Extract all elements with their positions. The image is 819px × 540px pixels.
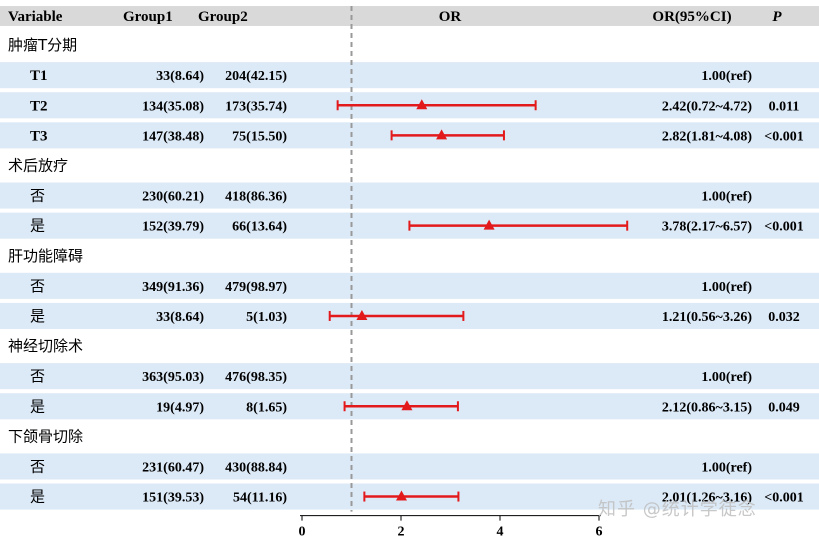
group1-value: 33(8.64) [156, 69, 204, 84]
p-value: <0.001 [764, 220, 803, 235]
group2-value: 66(13.64) [232, 220, 287, 235]
row-stripe [0, 272, 819, 299]
group2-value: 479(98.97) [225, 280, 287, 295]
group2-value: 204(42.15) [225, 69, 287, 84]
header-group1: Group1 [123, 9, 173, 25]
group1-value: 33(8.64) [156, 310, 204, 325]
group2-value: 5(1.03) [246, 310, 287, 325]
or-ci-value: 1.21(0.56~3.26) [662, 310, 752, 325]
group1-value: 152(39.79) [142, 220, 204, 235]
or-ci-value: 1.00(ref) [701, 280, 752, 295]
p-value: 0.049 [768, 400, 800, 415]
watermark: 知乎 @统计学徒念 [598, 499, 757, 520]
group1-value: 151(39.53) [142, 491, 204, 506]
row-label: 否 [30, 187, 45, 205]
or-ci-value: 2.01(1.26~3.16) [662, 491, 752, 506]
x-tick-label: 2 [398, 525, 405, 540]
or-point [395, 490, 407, 501]
or-ci-value: 2.42(0.72~4.72) [662, 99, 752, 114]
group1-value: 147(38.48) [142, 129, 204, 144]
table-rows: 肿瘤T分期 T1 33(8.64) 204(42.15) 1.00(ref) T2 134(… [8, 36, 804, 506]
group-label: 肝功能障碍 [8, 247, 83, 265]
or-ci-value: 2.12(0.86~3.15) [662, 400, 752, 415]
or-ci-value: 1.00(ref) [701, 460, 752, 475]
row-label: 否 [30, 367, 45, 385]
p-value: 0.032 [768, 310, 800, 325]
group-label: 下颌骨切除 [8, 427, 83, 445]
row-stripe [0, 62, 819, 89]
row-label: 是 [30, 397, 45, 415]
group2-value: 418(86.36) [225, 190, 287, 205]
row-label: T2 [30, 98, 48, 114]
x-tick-label: 4 [497, 525, 504, 540]
x-tick-label: 6 [596, 525, 603, 540]
group-label: 肿瘤T分期 [8, 36, 77, 54]
group2-value: 430(88.84) [225, 460, 287, 475]
header-row: Variable Group1 Group2 OR OR(95%CI) P [8, 9, 782, 25]
x-tick-label: 0 [299, 525, 306, 540]
group1-value: 134(35.08) [142, 99, 204, 114]
or-ci-value: 2.82(1.81~4.08) [662, 129, 752, 144]
p-value: <0.001 [764, 491, 803, 506]
group2-value: 173(35.74) [225, 99, 287, 114]
group2-value: 75(15.50) [232, 129, 287, 144]
group-label: 术后放疗 [8, 156, 68, 174]
group1-value: 349(91.36) [142, 280, 204, 295]
group1-value: 363(95.03) [142, 370, 204, 385]
row-stripe [0, 453, 819, 480]
row-label: 是 [30, 488, 45, 506]
row-label: 是 [30, 217, 45, 235]
or-point [483, 219, 495, 230]
header-band [0, 6, 819, 26]
or-point [436, 129, 448, 140]
or-point [416, 99, 428, 110]
row-label: T1 [30, 68, 48, 84]
or-ci-value: 1.00(ref) [701, 69, 752, 84]
header-p: P [772, 9, 782, 25]
p-value: 0.011 [769, 99, 800, 114]
group1-value: 19(4.97) [156, 400, 204, 415]
or-ci-value: 1.00(ref) [701, 190, 752, 205]
group1-value: 231(60.47) [142, 460, 204, 475]
header-or: OR [439, 9, 462, 25]
row-stripe [0, 363, 819, 390]
row-label: 是 [30, 307, 45, 325]
or-marks [328, 99, 629, 502]
row-label: 否 [30, 457, 45, 475]
group2-value: 8(1.65) [246, 400, 287, 415]
group-label: 神经切除术 [8, 337, 83, 355]
x-axis: 0 2 4 6 [299, 515, 603, 540]
or-ci-value: 3.78(2.17~6.57) [662, 220, 752, 235]
group1-value: 230(60.21) [142, 190, 204, 205]
or-point [401, 400, 413, 411]
or-point [356, 309, 368, 320]
row-label: 否 [30, 277, 45, 295]
header-variable: Variable [8, 9, 63, 25]
p-value: <0.001 [764, 129, 803, 144]
header-ci: OR(95%CI) [652, 9, 731, 25]
group2-value: 476(98.35) [225, 370, 287, 385]
or-ci-value: 1.00(ref) [701, 370, 752, 385]
group2-value: 54(11.16) [233, 491, 287, 506]
row-stripe [0, 182, 819, 209]
header-group2: Group2 [198, 9, 248, 25]
row-label: T3 [30, 128, 48, 144]
